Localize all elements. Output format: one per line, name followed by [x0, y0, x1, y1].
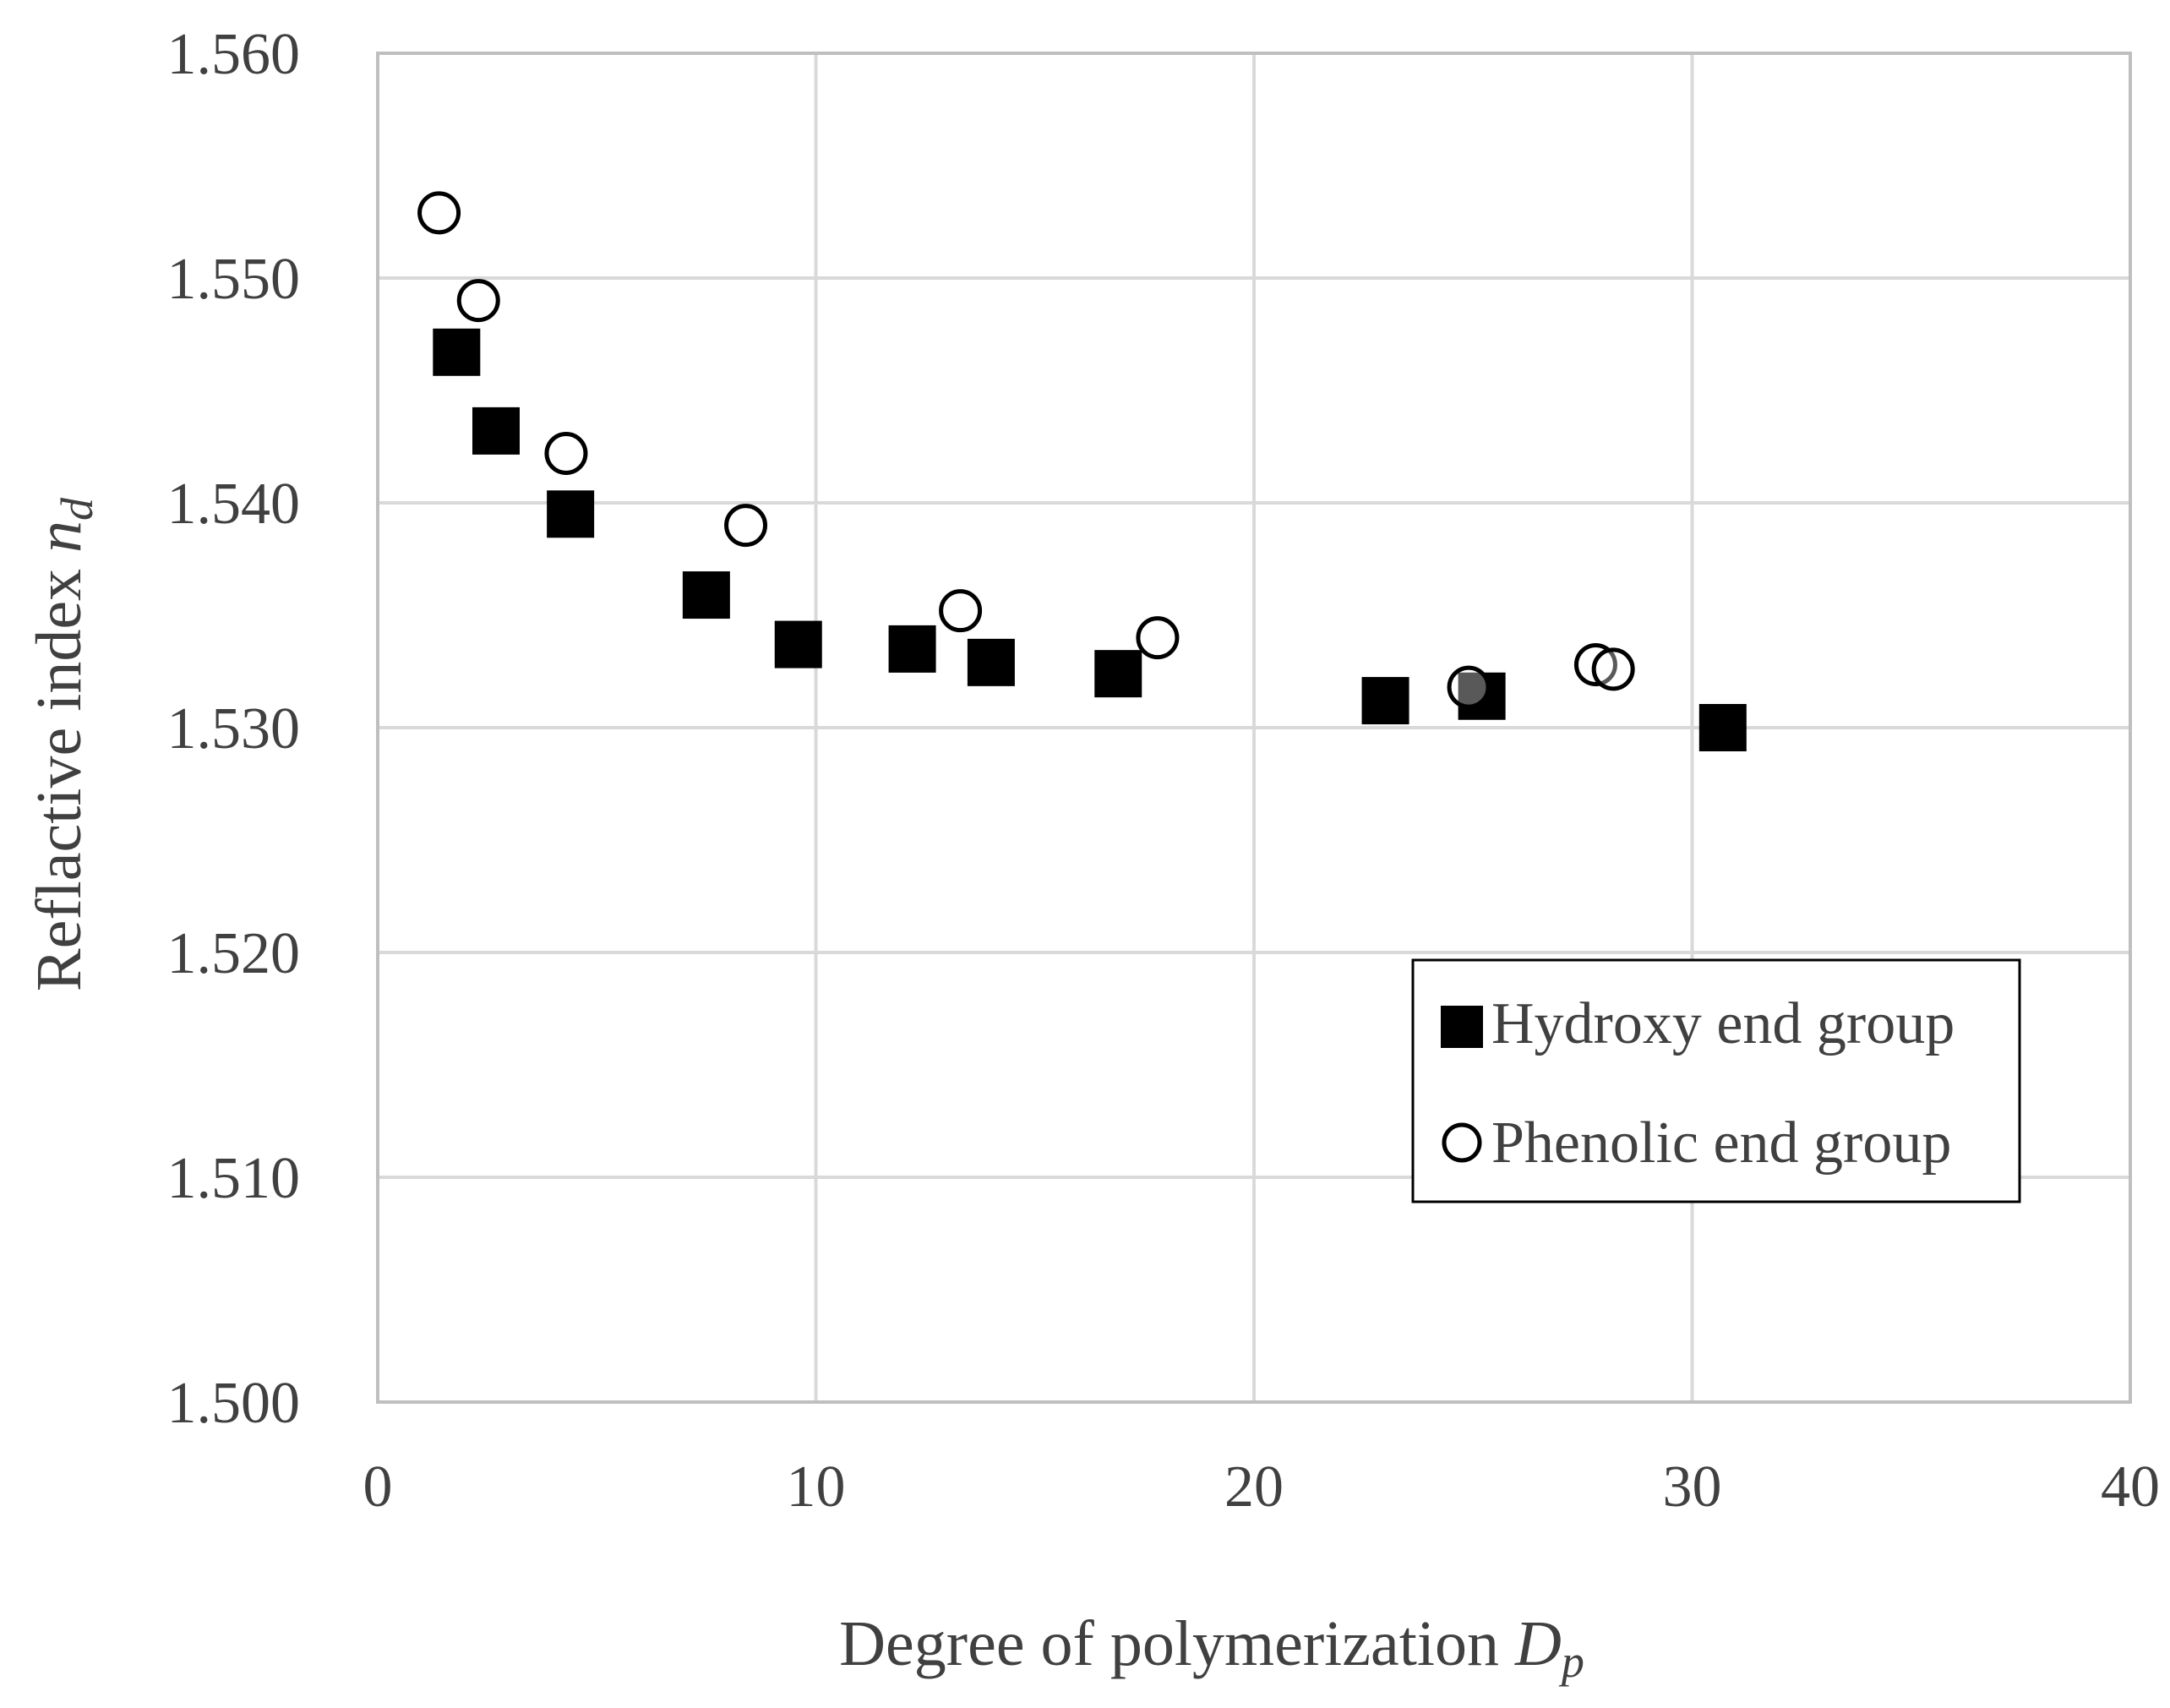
y-axis-title-subscript: d — [52, 497, 102, 521]
data-point-circle — [724, 504, 768, 548]
data-point-circle — [1591, 647, 1635, 691]
y-tick-label: 1.500 — [167, 1371, 301, 1436]
data-point-square — [967, 638, 1015, 686]
x-axis-tick-labels: 0 10 20 30 40 — [363, 1454, 2161, 1520]
y-tick-label: 1.540 — [167, 472, 301, 537]
y-tick-label: 1.520 — [167, 921, 301, 986]
data-point-square — [888, 625, 936, 673]
y-axis-title-text: Reflactive index — [24, 553, 95, 991]
data-point-square — [1698, 704, 1747, 751]
x-tick-label: 20 — [1224, 1454, 1284, 1520]
data-point-circle — [417, 191, 461, 235]
y-tick-label: 1.560 — [167, 22, 301, 87]
data-point-square — [472, 407, 520, 455]
data-point-square — [774, 620, 822, 668]
legend-label-phenolic: Phenolic end group — [1491, 1110, 1951, 1176]
y-tick-label: 1.510 — [167, 1146, 301, 1211]
x-axis-title: Degree of polymerization Dp — [839, 1608, 1584, 1687]
data-point-square — [682, 571, 730, 619]
y-axis-title: Reflactive index nd — [24, 497, 102, 991]
legend-label-hydroxy: Hydroxy end group — [1491, 991, 1955, 1056]
data-point-circle — [1447, 665, 1491, 709]
legend: Hydroxy end group Phenolic end group — [1411, 958, 2021, 1203]
data-point-circle — [544, 431, 588, 475]
legend-marker-filled-square — [1441, 1006, 1483, 1048]
series-open-circle — [417, 191, 1635, 709]
data-point-circle — [1136, 616, 1180, 660]
y-tick-label: 1.550 — [167, 247, 301, 312]
data-point-square — [1094, 650, 1142, 698]
x-tick-label: 10 — [787, 1454, 846, 1520]
data-point-square — [547, 490, 595, 538]
x-axis-title-text: Degree of polymerization — [839, 1608, 1515, 1679]
x-axis-title-subscript: p — [1558, 1636, 1584, 1687]
grid-lines — [378, 53, 2130, 1402]
data-point-square — [1361, 677, 1409, 725]
data-point-circle — [939, 589, 983, 633]
x-tick-label: 0 — [363, 1454, 393, 1520]
data-point-square — [1458, 672, 1506, 720]
series-filled-square — [433, 328, 1747, 751]
x-tick-label: 30 — [1663, 1454, 1722, 1520]
data-series — [417, 191, 1747, 751]
y-axis-title-symbol: n — [24, 521, 95, 553]
y-axis-tick-labels: 1.500 1.510 1.520 1.530 1.540 1.550 1.560 — [167, 22, 301, 1436]
x-tick-label: 40 — [2101, 1454, 2160, 1520]
plot-area-border — [376, 52, 2132, 1404]
y-tick-label: 1.530 — [167, 696, 301, 761]
data-point-square — [433, 328, 481, 376]
data-point-circle — [456, 279, 500, 323]
x-axis-title-symbol: D — [1514, 1608, 1562, 1679]
legend-box — [1411, 958, 2021, 1203]
legend-marker-open-circle — [1442, 1122, 1482, 1163]
